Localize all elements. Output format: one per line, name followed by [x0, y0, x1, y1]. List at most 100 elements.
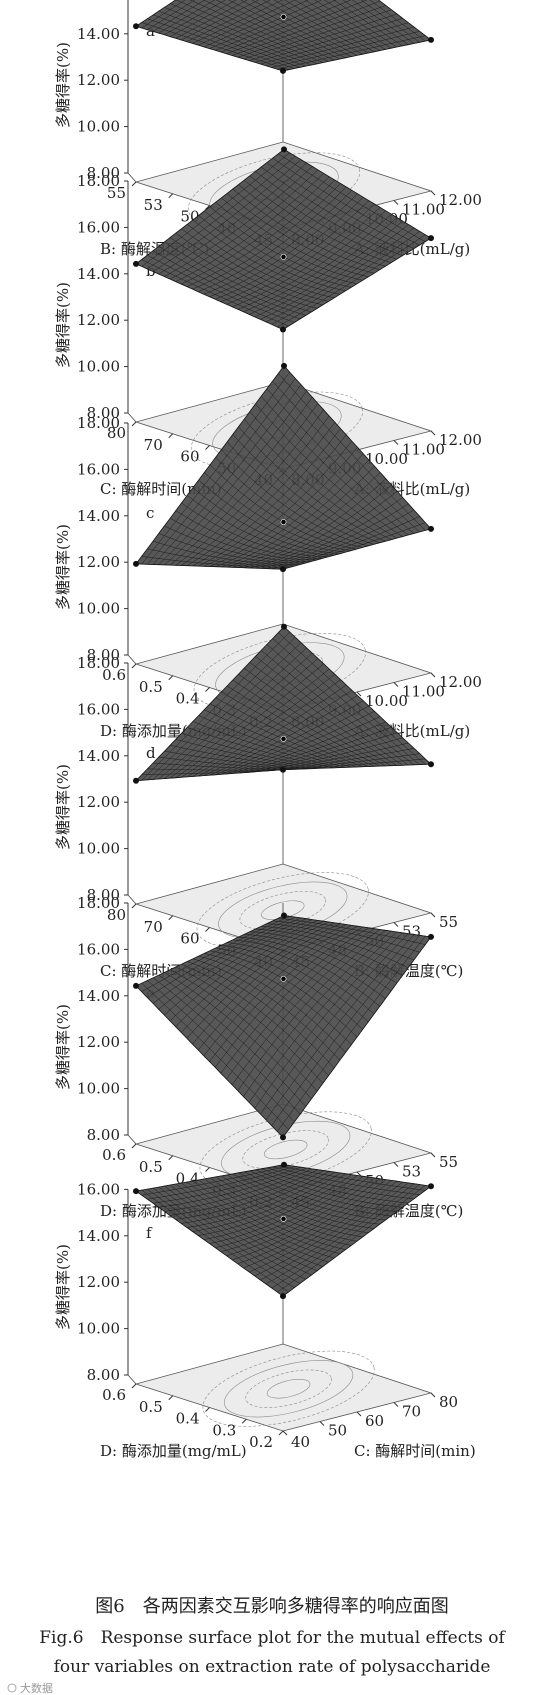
mesh-line	[169, 658, 319, 779]
mesh-line	[221, 197, 369, 278]
y-tick-mark	[278, 1430, 284, 1436]
x-tick-mark	[393, 922, 399, 927]
mesh-line	[192, 1172, 341, 1232]
mesh-line	[158, 647, 307, 780]
mesh-line	[147, 916, 296, 998]
mesh-line	[186, 422, 336, 566]
surface-corner-point	[428, 1183, 434, 1190]
mesh-line	[226, 685, 375, 767]
y-tick-mark	[205, 445, 210, 450]
x-tick-label: 50	[328, 1422, 347, 1440]
z-tick-label: 14.00	[77, 265, 120, 283]
mesh-line	[198, 434, 347, 567]
mesh-line	[158, 1167, 307, 1208]
left-edge-line	[127, 654, 137, 665]
z-tick-label: 16.00	[77, 940, 120, 958]
y-tick-label: 55	[107, 184, 126, 202]
panel-letter: c	[146, 504, 154, 522]
contour-line	[245, 1369, 332, 1408]
mesh-line	[192, 0, 283, 44]
z-tick-label: 18.00	[77, 894, 120, 912]
z-tick-label: 10.00	[77, 358, 120, 376]
surface-corner-point	[281, 146, 287, 153]
left-edge-line	[127, 894, 137, 905]
mesh-line	[186, 1171, 336, 1228]
mesh-line	[175, 0, 248, 39]
contour-line	[236, 651, 324, 691]
mesh-line	[261, 926, 409, 969]
z-tick-label: 14.00	[77, 1227, 120, 1245]
mesh-line	[272, 1166, 420, 1195]
mesh-line	[203, 190, 352, 295]
y-tick-mark	[168, 1395, 174, 1401]
z-tick-label: 12.00	[77, 793, 120, 811]
left-edge-line	[127, 412, 137, 423]
z-axis-title: 多糖得率(%)	[54, 1244, 72, 1330]
surface-corner-point	[281, 912, 287, 919]
x-tick-label: 11.00	[402, 441, 445, 459]
surface-corner-point	[281, 1161, 287, 1168]
surface-corner-point	[133, 260, 139, 267]
mesh-line	[221, 1175, 369, 1233]
mesh-line	[175, 409, 324, 566]
mesh-line	[203, 925, 352, 1056]
mesh-line	[135, 626, 285, 781]
y-tick-mark	[131, 1383, 137, 1389]
x-tick-label: 55	[439, 913, 458, 931]
mesh-line	[181, 176, 330, 285]
x-tick-mark	[430, 430, 436, 436]
y-tick-mark	[168, 1155, 174, 1161]
z-tick-label: 8.00	[87, 1366, 120, 1384]
y-tick-mark	[131, 663, 137, 669]
mesh-line	[175, 1170, 324, 1220]
y-tick-label: 0.5	[139, 1158, 163, 1176]
mesh-line	[181, 668, 330, 778]
mesh-line	[147, 0, 196, 30]
z-tick-label: 10.00	[77, 118, 120, 136]
panel-letter: b	[146, 262, 156, 280]
mesh-line	[164, 166, 313, 277]
mesh-line	[283, 915, 432, 938]
surface-corner-point	[428, 36, 434, 43]
mesh-line	[255, 1169, 403, 1208]
z-tick-label: 16.00	[77, 1180, 120, 1198]
mesh-line	[255, 403, 403, 537]
mesh-line	[283, 1164, 432, 1187]
y-tick-mark	[131, 181, 137, 187]
mesh-line	[203, 0, 309, 48]
x-tick-mark	[393, 1402, 399, 1407]
x-tick-label: 11.00	[402, 683, 445, 701]
mesh-line	[360, 0, 420, 43]
mesh-line	[152, 642, 302, 780]
z-tick-label: 10.00	[77, 600, 120, 618]
mesh-line	[261, 166, 409, 253]
surface-corner-point	[133, 777, 139, 784]
mesh-line	[244, 667, 392, 766]
mesh-line	[261, 650, 409, 766]
mesh-line	[169, 169, 319, 280]
contour-line	[266, 1379, 311, 1399]
z-tick-label: 8.00	[87, 1126, 120, 1144]
mesh-line	[215, 202, 363, 281]
mesh-line	[181, 1171, 330, 1224]
y-tick-label: 0.4	[176, 690, 200, 708]
x-tick-mark	[356, 1411, 362, 1417]
mesh-line	[324, 0, 397, 48]
x-tick-mark	[393, 200, 399, 205]
surface-mesh	[135, 914, 432, 1138]
design-center-point	[280, 1215, 287, 1222]
surface-fill	[135, 914, 432, 1138]
z-tick-label: 10.00	[77, 840, 120, 858]
mesh-line	[158, 162, 307, 275]
mesh-line	[266, 923, 414, 961]
z-tick-label: 8.00	[87, 164, 120, 182]
mesh-line	[238, 184, 386, 267]
mesh-line	[164, 397, 313, 566]
y-tick-label: 0.4	[176, 1410, 200, 1428]
mesh-line	[351, 0, 415, 44]
design-center-point	[280, 735, 287, 742]
x-tick-label: 60	[365, 1412, 384, 1430]
mesh-line	[261, 396, 409, 536]
mesh-line	[147, 378, 296, 565]
